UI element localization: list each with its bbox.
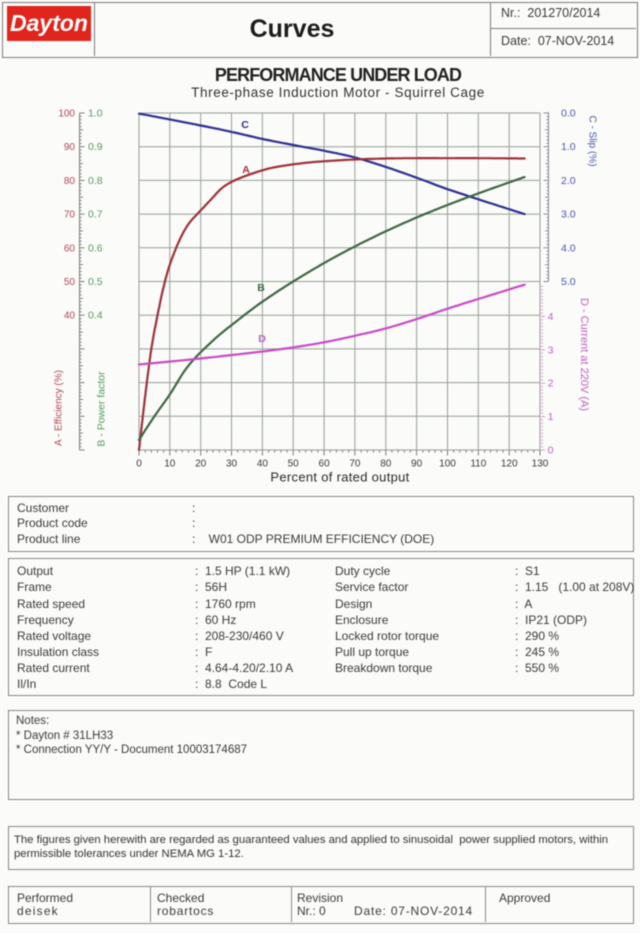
svg-text:110: 110 (470, 459, 486, 470)
svg-text:D - Current at 220V (A): D - Current at 220V (A) (578, 298, 590, 411)
svg-text:0: 0 (548, 445, 554, 457)
svg-text:1: 1 (548, 411, 554, 423)
svg-text:0.7: 0.7 (88, 209, 103, 221)
svg-text:1.0: 1.0 (88, 108, 103, 120)
svg-text:70: 70 (349, 459, 361, 470)
svg-text:20: 20 (195, 459, 207, 470)
svg-text:0.5: 0.5 (88, 276, 103, 288)
svg-text:3: 3 (548, 344, 554, 356)
svg-text:C - Slip (%): C - Slip (%) (587, 115, 598, 166)
svg-text:1.0: 1.0 (561, 141, 576, 153)
svg-text:0.4: 0.4 (88, 310, 103, 322)
svg-text:80: 80 (380, 459, 392, 470)
svg-text:B - Power factor: B - Power factor (96, 371, 108, 447)
svg-text:60: 60 (319, 459, 331, 470)
svg-text:0.0: 0.0 (561, 108, 576, 120)
svg-text:100: 100 (58, 109, 75, 120)
svg-text:5.0: 5.0 (561, 276, 576, 288)
svg-text:50: 50 (64, 277, 76, 288)
svg-text:30: 30 (226, 459, 238, 470)
svg-text:3.0: 3.0 (561, 209, 576, 221)
svg-text:40: 40 (257, 459, 269, 470)
svg-text:A: A (242, 164, 250, 176)
svg-text:90: 90 (411, 459, 423, 470)
svg-text:2.0: 2.0 (561, 175, 576, 187)
svg-text:40: 40 (64, 311, 76, 322)
svg-text:130: 130 (532, 459, 549, 470)
svg-text:60: 60 (64, 243, 76, 254)
svg-text:100: 100 (439, 459, 456, 470)
svg-text:0.8: 0.8 (88, 175, 103, 187)
svg-text:4: 4 (548, 311, 554, 323)
svg-text:120: 120 (501, 459, 518, 470)
svg-text:D: D (258, 333, 266, 345)
svg-text:0.9: 0.9 (88, 141, 103, 153)
svg-text:50: 50 (288, 459, 300, 470)
svg-text:90: 90 (64, 142, 76, 153)
svg-text:Percent of rated output: Percent of rated output (270, 470, 409, 485)
svg-text:C: C (241, 119, 249, 131)
svg-text:A - Efficiency (%): A - Efficiency (%) (54, 370, 65, 446)
svg-text:0.6: 0.6 (88, 242, 103, 254)
svg-text:2: 2 (548, 378, 554, 390)
svg-text:4.0: 4.0 (561, 242, 576, 254)
svg-text:70: 70 (64, 210, 76, 221)
svg-text:10: 10 (164, 459, 176, 470)
svg-text:0: 0 (136, 459, 142, 470)
svg-text:80: 80 (64, 176, 76, 187)
svg-text:B: B (257, 282, 265, 294)
